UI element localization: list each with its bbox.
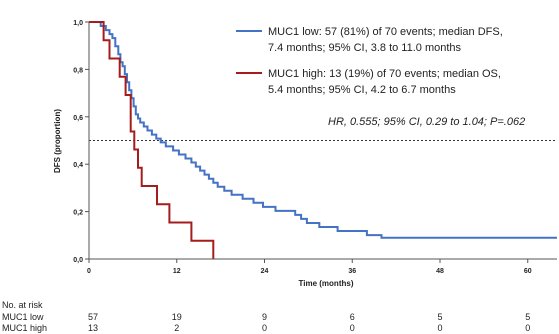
risk-value: 0 xyxy=(262,323,267,333)
survival-curves xyxy=(89,21,557,259)
legend-label-muc1-low-line2: 7.4 months; 95% CI, 3.8 to 11.0 months xyxy=(268,42,462,54)
risk-value: 2 xyxy=(174,323,179,333)
risk-value: 0 xyxy=(350,323,355,333)
hazard-ratio-annotation: HR, 0.555; 95% CI, 0.29 to 1.04; P=.062 xyxy=(328,116,525,128)
x-tick-label: 60 xyxy=(524,268,532,275)
x-tick-label: 36 xyxy=(348,268,356,275)
risk-table-values: 57 19 9 6 5 5 13 2 0 0 0 0 xyxy=(88,312,530,333)
x-tick-label: 48 xyxy=(436,268,444,275)
risk-value: 0 xyxy=(525,323,530,333)
y-axis-label: DFS (proportion) xyxy=(53,109,62,173)
y-tick-label: 1,0 xyxy=(73,20,83,27)
x-axis-ticks: 0 12 24 36 48 60 xyxy=(87,259,532,275)
x-axis-label: Time (months) xyxy=(299,279,354,288)
survival-curve-muc1-low xyxy=(89,21,557,239)
y-axis-ticks: 0,0 0,2 0,4 0,6 0,8 1,0 xyxy=(73,20,89,264)
legend-label-muc1-low-line1: MUC1 low: 57 (81%) of 70 events; median … xyxy=(268,26,503,38)
y-tick-label: 0,8 xyxy=(73,67,83,74)
risk-table: No. at risk MUC1 low MUC1 high 57 19 9 6 5 5 1… xyxy=(2,300,530,333)
x-tick-label: 0 xyxy=(87,268,91,275)
risk-value: 9 xyxy=(262,312,267,322)
x-tick-label: 24 xyxy=(261,268,269,275)
risk-row-label-muc1-low: MUC1 low xyxy=(2,312,44,322)
risk-value: 0 xyxy=(437,323,442,333)
risk-value: 13 xyxy=(88,323,98,333)
survival-curve-muc1-high xyxy=(89,21,215,259)
legend-label-muc1-high-line1: MUC1 high: 13 (19%) of 70 events; median… xyxy=(268,68,501,80)
risk-value: 57 xyxy=(88,312,98,322)
risk-value: 5 xyxy=(525,312,530,322)
y-tick-label: 0,2 xyxy=(73,210,83,217)
y-tick-label: 0,4 xyxy=(73,162,83,169)
risk-row-label-muc1-high: MUC1 high xyxy=(2,323,47,333)
risk-value: 19 xyxy=(172,312,182,322)
x-tick-label: 12 xyxy=(173,268,181,275)
risk-value: 6 xyxy=(350,312,355,322)
y-tick-label: 0,0 xyxy=(73,257,83,264)
legend-label-muc1-high-line2: 5.4 months; 95% CI, 4.2 to 6.7 months xyxy=(268,84,456,96)
y-tick-label: 0,6 xyxy=(73,115,83,122)
risk-table-title: No. at risk xyxy=(2,300,43,310)
risk-value: 5 xyxy=(437,312,442,322)
legend: MUC1 low: 57 (81%) of 70 events; median … xyxy=(236,26,503,96)
